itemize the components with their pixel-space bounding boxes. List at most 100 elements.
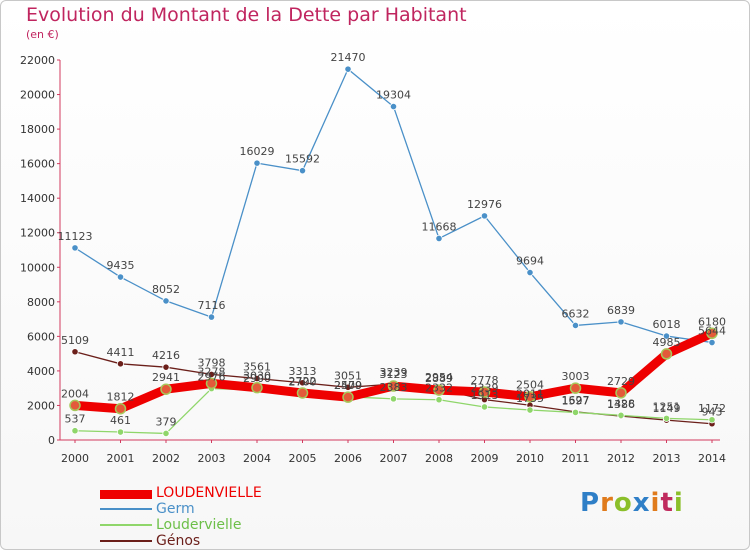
data-label: 2889 — [425, 372, 453, 385]
data-point — [617, 318, 625, 326]
data-point — [69, 399, 81, 412]
data-label: 1735 — [516, 392, 544, 405]
x-tick-label: 2005 — [289, 452, 317, 465]
legend-label: LOUDENVIELLE — [156, 485, 262, 501]
data-label: 379 — [156, 415, 177, 428]
y-tick-label: 4000 — [27, 365, 55, 378]
data-point — [344, 65, 352, 73]
data-label: 3239 — [380, 366, 408, 379]
data-point — [389, 102, 398, 111]
legend-swatch — [100, 524, 152, 526]
data-point — [569, 382, 582, 394]
data-label: 3278 — [198, 365, 226, 378]
data-label: 6839 — [607, 304, 635, 317]
logo-letter: i — [673, 488, 684, 518]
data-label: 11668 — [422, 220, 457, 233]
x-tick-label: 2008 — [425, 452, 453, 465]
data-point — [662, 414, 671, 422]
data-label: 2339 — [471, 382, 499, 395]
data-point — [207, 370, 216, 378]
data-point — [524, 390, 536, 403]
data-label: 15592 — [285, 153, 320, 166]
data-point — [162, 297, 170, 305]
data-point — [342, 391, 354, 403]
data-label: 2941 — [152, 371, 180, 384]
data-point — [344, 383, 352, 391]
data-point — [526, 406, 534, 414]
y-tick-label: 6000 — [27, 330, 55, 343]
data-label: 2500 — [334, 379, 362, 392]
data-label: 4411 — [107, 346, 135, 359]
data-point — [162, 429, 170, 438]
data-label: 6018 — [653, 318, 681, 331]
data-label: 8052 — [152, 283, 180, 296]
y-tick-label: 12000 — [20, 227, 55, 240]
data-label: 2722 — [289, 375, 317, 388]
data-point — [708, 416, 716, 424]
data-label: 2729 — [607, 375, 635, 388]
data-label: 2954 — [425, 371, 453, 384]
x-tick-label: 2013 — [653, 452, 681, 465]
logo-letter: o — [613, 488, 633, 518]
data-point — [615, 387, 627, 399]
x-tick-label: 2014 — [698, 452, 726, 465]
data-label: 4985 — [653, 336, 681, 349]
data-point — [116, 273, 125, 281]
proxiti-logo: Proxiti — [580, 488, 684, 518]
data-label: 2700 — [289, 375, 317, 388]
logo-letter: P — [580, 488, 601, 518]
data-point — [480, 403, 489, 411]
legend-swatch — [100, 540, 152, 542]
data-label: 9694 — [516, 255, 544, 268]
logo-letter: r — [600, 488, 614, 518]
data-label: 2332 — [425, 382, 453, 395]
data-point — [389, 395, 398, 403]
y-tick-label: 14000 — [20, 192, 55, 205]
legend-swatch — [100, 490, 152, 499]
data-label: 2778 — [471, 374, 499, 387]
line-chart: 0 2000 4000 6000 8000 10000 12000 14000 16000 180… — [20, 51, 726, 465]
data-label: 2004 — [61, 387, 89, 400]
data-label: 16029 — [240, 145, 275, 158]
x-tick-label: 2006 — [334, 452, 362, 465]
data-point — [387, 380, 400, 392]
data-label: 2479 — [334, 379, 362, 392]
y-tick-label: 0 — [48, 434, 55, 447]
data-label: 3561 — [243, 360, 271, 373]
x-tick-label: 2011 — [562, 452, 590, 465]
legend-label: Génos — [156, 533, 201, 549]
x-tick-label: 2012 — [607, 452, 635, 465]
data-label: 6180 — [698, 315, 726, 328]
data-point — [71, 427, 79, 435]
data-label: 943 — [702, 406, 723, 419]
data-point — [116, 360, 125, 368]
data-label: 5644 — [698, 325, 726, 338]
data-label: 1597 — [562, 394, 590, 407]
y-tick-label: 18000 — [20, 123, 55, 136]
x-tick-label: 2009 — [471, 452, 499, 465]
y-tick-label: 10000 — [20, 261, 55, 274]
data-point — [662, 332, 671, 340]
y-tick-label: 20000 — [20, 89, 55, 102]
data-point — [478, 386, 491, 398]
data-point — [71, 244, 79, 252]
legend-swatch — [100, 508, 152, 510]
data-point — [253, 159, 261, 167]
data-point — [160, 383, 172, 395]
data-label: 9435 — [107, 259, 135, 272]
data-label: 3313 — [289, 365, 317, 378]
data-label: 3051 — [334, 369, 362, 382]
data-label: 19304 — [376, 89, 411, 102]
chart-title: Evolution du Montant de la Dette par Hab… — [26, 4, 467, 26]
x-tick-label: 2002 — [152, 452, 180, 465]
data-label: 537 — [65, 413, 86, 426]
data-point — [433, 384, 445, 396]
data-label: 461 — [110, 414, 131, 427]
y-tick-label: 8000 — [27, 296, 55, 309]
data-point — [571, 321, 580, 330]
logo-letter: t — [660, 488, 674, 518]
y-tick-label: 22000 — [20, 54, 55, 67]
x-tick-label: 2004 — [243, 452, 271, 465]
logo-letter: i — [650, 488, 661, 518]
x-tick-label: 2010 — [516, 452, 544, 465]
